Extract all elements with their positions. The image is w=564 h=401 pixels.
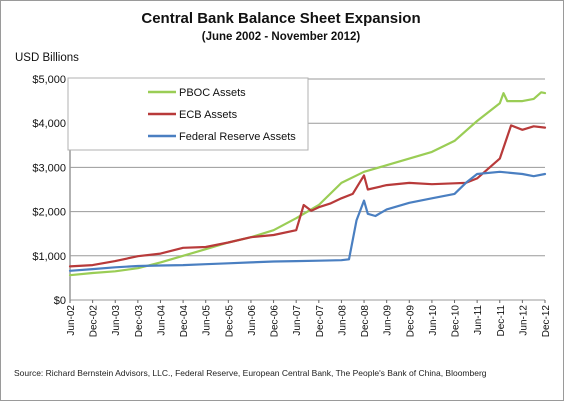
x-tick-label: Jun-10 xyxy=(428,305,439,336)
x-tick-label: Jun-04 xyxy=(156,305,167,336)
x-tick-label: Jun-06 xyxy=(247,305,258,336)
x-tick-label: Jun-08 xyxy=(337,305,348,336)
x-tick-label: Dec-04 xyxy=(179,305,190,338)
series-line-federal-reserve-assets xyxy=(68,170,547,272)
y-axis-label: USD Billions xyxy=(15,52,79,64)
x-tick-label: Jun-05 xyxy=(202,305,213,336)
x-tick-label: Jun-07 xyxy=(292,305,303,336)
x-tick-label: Jun-02 xyxy=(66,305,77,336)
x-tick-label: Dec-02 xyxy=(89,305,100,338)
y-tick-label: $1,000 xyxy=(32,251,66,263)
x-tick-label: Dec-08 xyxy=(360,305,371,338)
y-tick-label: $2,000 xyxy=(32,207,66,219)
y-tick-label: $0 xyxy=(54,295,66,307)
x-tick-label: Dec-12 xyxy=(541,305,552,338)
x-tick-label: Dec-10 xyxy=(451,305,462,338)
x-tick-label: Jun-03 xyxy=(111,305,122,336)
legend-label: ECB Assets xyxy=(179,109,238,121)
y-tick-label: $3,000 xyxy=(32,162,66,174)
chart-title: Central Bank Balance Sheet Expansion xyxy=(141,10,421,27)
x-tick-label: Dec-06 xyxy=(270,305,281,338)
series-line-ecb-assets xyxy=(68,124,547,268)
series-line-pboc-assets xyxy=(68,91,547,277)
x-tick-label: Dec-07 xyxy=(315,305,326,338)
legend-label: Federal Reserve Assets xyxy=(179,131,296,143)
x-tick-label: Dec-03 xyxy=(134,305,145,338)
y-tick-label: $4,000 xyxy=(32,118,66,130)
legend-label: PBOC Assets xyxy=(179,87,246,99)
x-tick-label: Dec-11 xyxy=(496,305,507,337)
y-tick-labels: $0 $1,000 $2,000 $3,000 $4,000 $5,000 xyxy=(32,74,66,307)
legend-box xyxy=(67,77,309,151)
x-tick-label: Jun-12 xyxy=(518,305,529,336)
x-tick-label: Jun-11 xyxy=(473,305,484,335)
chart-subtitle: (June 2002 - November 2012) xyxy=(201,31,361,43)
y-tick-label: $5,000 xyxy=(32,74,66,86)
legend: PBOC Assets ECB Assets Federal Reserve Ass… xyxy=(67,77,309,151)
series-lines xyxy=(68,91,547,277)
x-tick-labels: Jun-02 Dec-02 Jun-03 Dec-03 Jun-04 Dec-04 Jun-… xyxy=(66,300,552,337)
x-tick-label: Jun-09 xyxy=(383,305,394,336)
x-tick-label: Dec-09 xyxy=(405,305,416,338)
source-note: Source: Richard Bernstein Advisors, LLC.… xyxy=(14,368,487,378)
x-tick-label: Dec-05 xyxy=(224,305,235,338)
